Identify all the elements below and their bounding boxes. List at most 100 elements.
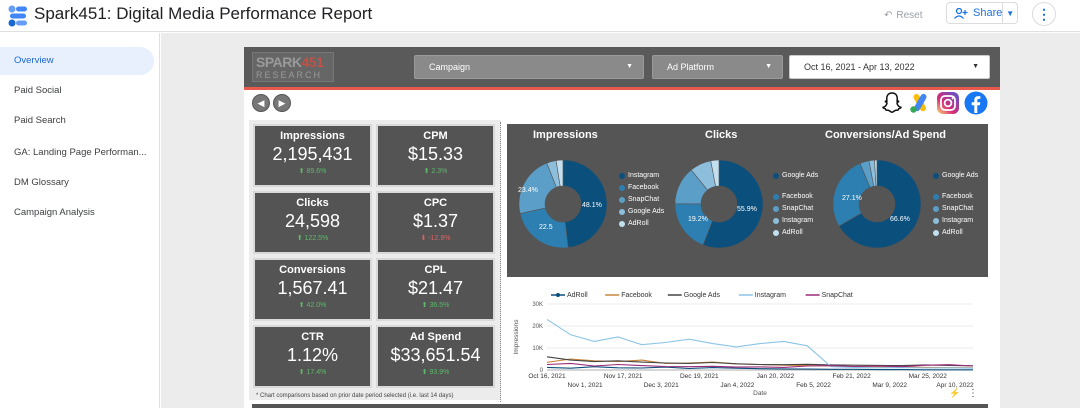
donut-slice[interactable] (832, 163, 871, 227)
legend-label: Instagram (628, 172, 660, 179)
add-person-icon (954, 7, 968, 19)
snapchat-icon[interactable] (880, 91, 904, 115)
panel-divider (500, 122, 501, 402)
kpi-delta: ⬆ 36.5% (378, 301, 493, 309)
kpi-label: Clicks (296, 197, 329, 209)
legend-item[interactable]: Google Ads (933, 171, 979, 180)
x-tick-label: Jan 4, 2022 (720, 382, 754, 389)
top-bar: Spark451: Digital Media Performance Repo… (0, 0, 1080, 32)
bolt-icon[interactable]: ⚡ (949, 387, 960, 399)
ad-platform-filter[interactable]: Ad Platform ▼ (652, 55, 783, 79)
kpi-label: CPC (423, 197, 448, 209)
nav-item-paid-search[interactable]: Paid Search (14, 115, 66, 126)
kpi-value: 2,195,431 (272, 144, 353, 164)
undo-icon: ↶ (884, 9, 893, 21)
legend-label: Google Ads (628, 208, 665, 215)
kpi-delta: ⬆ 17.4% (255, 368, 370, 376)
legend-item[interactable]: SnapChat (933, 204, 979, 213)
arrow-down-icon: ⬇ (420, 235, 429, 242)
legend-label[interactable]: Instagram (755, 292, 786, 299)
legend-item[interactable]: SnapChat (619, 195, 665, 204)
slice-label: 27.1% (842, 195, 862, 202)
brand-name: SPARK (256, 54, 302, 70)
nav-item-dm-glossary[interactable]: DM Glossary (14, 177, 69, 188)
kpi-tile-cpm: CPM $15.33 ⬆ 2.3% (376, 124, 495, 187)
legend-item[interactable]: SnapChat (773, 204, 819, 213)
legend-label: Google Ads (942, 172, 979, 179)
legend-label[interactable]: Facebook (621, 292, 652, 299)
x-tick-label: Nov 1, 2021 (568, 382, 603, 389)
arrow-up-icon: ⬆ (298, 369, 307, 376)
donut-slice[interactable] (702, 159, 764, 249)
x-tick-label: Dec 19, 2021 (680, 373, 719, 380)
impressions-timeseries-panel: AdRoll Facebook Google Ads Instagram SnapCha… (507, 279, 988, 400)
facebook-icon[interactable] (964, 91, 988, 115)
kpi-delta: ⬆ 42.0% (255, 301, 370, 309)
legend-label[interactable]: SnapChat (822, 292, 853, 299)
bottom-band (252, 404, 988, 408)
donut-slice[interactable] (555, 159, 564, 187)
share-button[interactable]: Share ▼ (946, 2, 1018, 24)
spark451-logo: SPARK451 RESEARCH (252, 52, 334, 82)
next-page-icon[interactable]: ▶ (273, 94, 291, 112)
x-tick-label: Apr 10, 2022 (936, 382, 974, 389)
kpi-delta: ⬆ 122.5% (255, 234, 370, 242)
legend-swatch (773, 193, 779, 200)
chevron-down-icon: ▼ (626, 63, 633, 70)
legend-item[interactable]: Facebook (619, 183, 665, 192)
legend-label: Google Ads (782, 172, 819, 179)
nav-item-paid-social[interactable]: Paid Social (14, 85, 62, 96)
kpi-tile-ctr: CTR 1.12% ⬆ 17.4% (253, 325, 372, 388)
series-line-adroll (546, 366, 973, 371)
legend-item[interactable]: AdRoll (773, 228, 819, 237)
kpi-label: Ad Spend (409, 331, 462, 343)
kpi-delta-value: 17.4% (306, 369, 327, 376)
legend-item[interactable]: Instagram (773, 216, 819, 225)
legend-label[interactable]: Google Ads (684, 292, 721, 299)
legend-swatch (619, 184, 625, 191)
legend-item[interactable]: Google Ads (773, 171, 819, 180)
legend-item[interactable]: Instagram (619, 171, 665, 180)
nav-item-campaign-analysis[interactable]: Campaign Analysis (14, 207, 95, 218)
legend-label: Facebook (628, 184, 659, 191)
kpi-tile-impressions: Impressions 2,195,431 ⬆ 89.6% (253, 124, 372, 187)
slice-label: 19.2% (688, 216, 708, 223)
campaign-filter[interactable]: Campaign ▼ (414, 55, 644, 79)
arrow-up-icon: ⬆ (421, 369, 430, 376)
x-tick-label: Dec 3, 2021 (644, 382, 679, 389)
donut-slice[interactable] (874, 159, 878, 187)
reset-button[interactable]: ↶ Reset (884, 5, 923, 25)
arrow-up-icon: ⬆ (298, 168, 307, 175)
legend-swatch (933, 172, 939, 179)
share-dropdown-icon[interactable]: ▼ (1006, 8, 1015, 18)
google-ads-icon[interactable] (908, 91, 932, 115)
kpi-tile-clicks: Clicks 24,598 ⬆ 122.5% (253, 191, 372, 254)
legend-item[interactable]: Facebook (773, 192, 819, 201)
legend-swatch (619, 172, 625, 179)
chevron-down-icon: ▼ (765, 63, 772, 70)
donut-chart (518, 159, 608, 249)
nav-item-overview[interactable]: Overview (0, 47, 154, 75)
legend-item[interactable]: AdRoll (933, 228, 979, 237)
donut-slice[interactable] (710, 159, 720, 187)
impressions-line-chart: AdRoll Facebook Google Ads Instagram SnapCha… (513, 292, 978, 399)
previous-page-icon[interactable]: ◀ (252, 94, 270, 112)
legend-swatch (933, 229, 939, 236)
kpi-label: CPM (423, 130, 448, 142)
legend-item[interactable]: AdRoll (619, 219, 665, 228)
legend-item[interactable]: Facebook (933, 192, 979, 201)
campaign-filter-label: Campaign (429, 62, 471, 72)
date-range-picker[interactable]: Oct 16, 2021 - Apr 13, 2022 ▼ (789, 55, 990, 79)
series-line-google-ads (546, 356, 974, 367)
legend-swatch (619, 196, 625, 203)
donut-slice[interactable] (562, 159, 608, 249)
instagram-icon[interactable] (936, 91, 960, 115)
donut-slice[interactable] (838, 159, 922, 249)
chart-menu-icon[interactable]: ⋮ (968, 388, 978, 399)
more-options-icon[interactable]: ⋮ (1032, 2, 1056, 26)
legend-item[interactable]: Instagram (933, 216, 979, 225)
legend-item[interactable]: Google Ads (619, 207, 665, 216)
legend-label[interactable]: AdRoll (567, 292, 588, 299)
nav-item-ga-landing-page[interactable]: GA: Landing Page Performan... (14, 147, 147, 158)
legend-label: Facebook (942, 193, 973, 200)
